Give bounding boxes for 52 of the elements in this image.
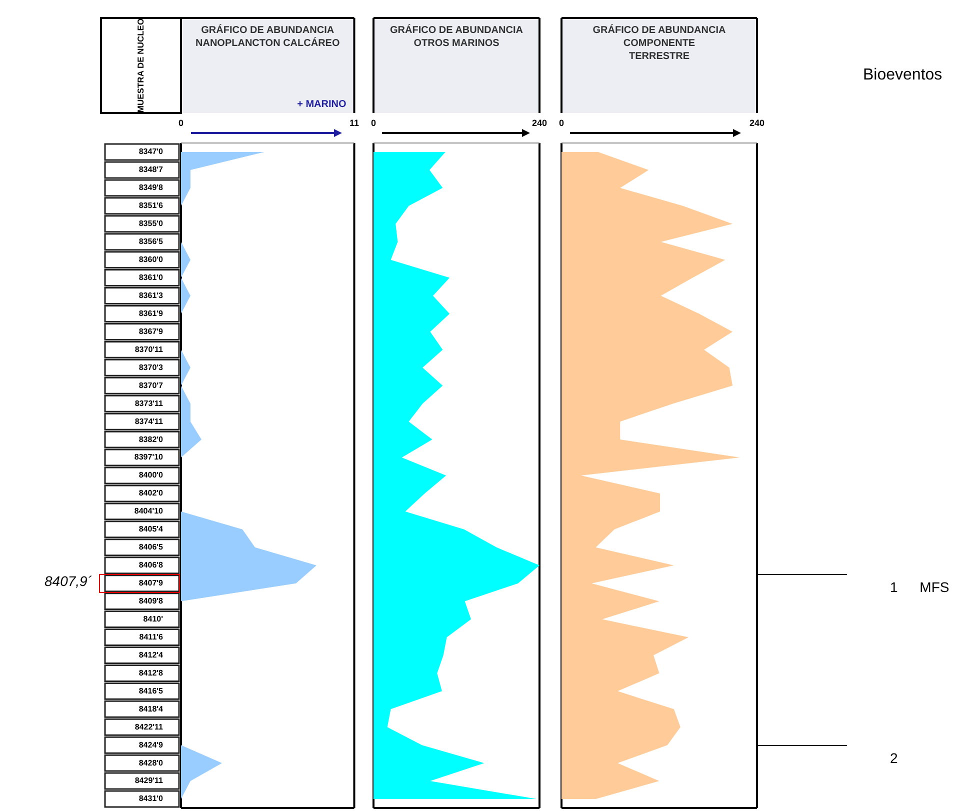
y-tick-label: 8370'11: [134, 344, 164, 354]
text: Bioeventos: [863, 66, 942, 84]
x-tick-label: 0: [558, 118, 564, 128]
x-tick-label: 11: [349, 118, 359, 128]
y-tick-label: 8412'8: [138, 668, 164, 678]
y-tick-label: 8429'11: [134, 776, 164, 786]
y-axis-title: MUESTRA DE NUCLEO: [135, 18, 146, 113]
y-tick-label: 8428'0: [138, 758, 164, 768]
text: 1 MFS: [890, 578, 950, 595]
y-tick-label: 8404'10: [134, 506, 164, 516]
y-tick-label: 8397'10: [134, 452, 164, 462]
y-tick-label: 8367'9: [138, 326, 164, 336]
x-tick-label: 0: [178, 118, 184, 128]
y-tick-label: 8351'6: [138, 201, 164, 210]
y-tick-label: 8361'0: [138, 273, 164, 282]
y-tick-label: 8361'3: [138, 290, 164, 300]
y-tick-label: 8412'4: [138, 650, 164, 660]
y-tick-label: 8431'0: [138, 794, 164, 804]
text: 2: [890, 750, 898, 766]
y-tick-label: 8349'8: [138, 183, 164, 192]
x-tick-label: 0: [370, 118, 376, 128]
y-tick-label: 8409'8: [138, 596, 164, 606]
y-tick-label: 8370'3: [138, 362, 164, 372]
x-axis-title: + MARINO: [297, 98, 346, 110]
y-tick-label: 8360'0: [138, 255, 164, 264]
y-tick-label: 8424'9: [138, 740, 164, 750]
text: 8407,9´: [44, 572, 92, 589]
x-tick-label: 240: [749, 118, 765, 128]
y-tick-label: 8356'5: [138, 237, 164, 246]
y-tick-label: 8422'11: [134, 722, 164, 732]
y-tick-label: 8405'4: [138, 524, 164, 534]
y-tick-label: 8406'8: [138, 560, 164, 570]
chart-title: GRÁFICO DE ABUNDANCIA OTROS MARINOS: [390, 24, 523, 49]
y-tick-label: 8416'5: [138, 686, 164, 696]
y-tick-label: 8410': [143, 614, 164, 624]
y-tick-label: 8407'9: [138, 578, 164, 588]
y-tick-label: 8355'0: [138, 219, 164, 228]
y-tick-label: 8402'0: [138, 488, 164, 498]
y-tick-label: 8348'7: [138, 165, 164, 174]
chart-title: GRÁFICO DE ABUNDANCIA COMPONENTE TERRESTRE: [592, 24, 726, 62]
y-tick-label: 8370'7: [138, 380, 164, 390]
y-tick-label: 8418'4: [138, 704, 164, 714]
y-tick-label: 8382'0: [138, 434, 164, 444]
y-tick-label: 8361'9: [138, 308, 164, 318]
chart-title: GRÁFICO DE ABUNDANCIA NANOPLANCTON CALCÁREO: [195, 24, 340, 49]
y-tick-label: 8406'5: [138, 542, 164, 552]
y-tick-label: 8347'0: [138, 147, 164, 156]
y-tick-label: 8373'11: [134, 398, 164, 408]
x-tick-label: 240: [532, 118, 548, 128]
y-tick-label: 8374'11: [134, 416, 164, 426]
y-tick-label: 8411'6: [139, 632, 164, 642]
y-tick-label: 8400'0: [138, 470, 164, 480]
